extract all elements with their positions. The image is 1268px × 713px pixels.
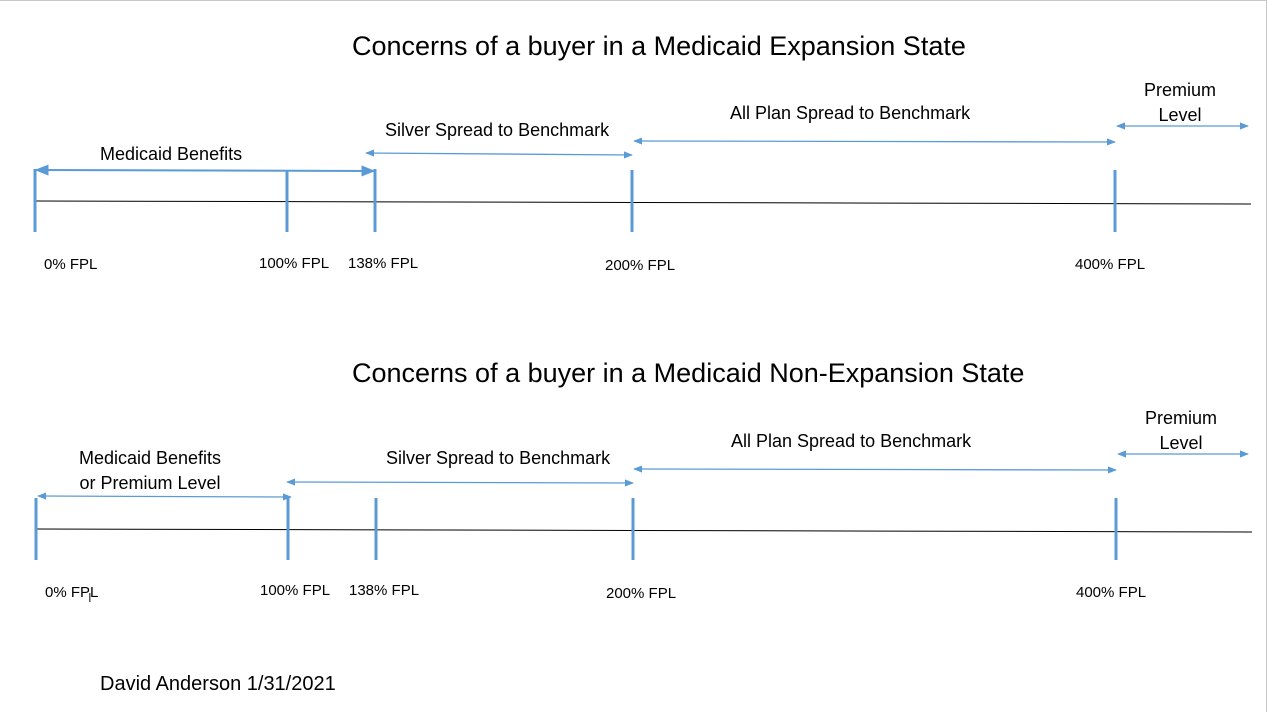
tick-label-400: 400% FPL <box>1075 256 1146 273</box>
non-expansion-state-diagram: Concerns of a buyer in a Medicaid Non-Ex… <box>0 328 1268 628</box>
expansion-state-diagram: Concerns of a buyer in a Medicaid Expans… <box>0 0 1268 300</box>
tick-label-400: 400% FPL <box>1076 584 1147 601</box>
all-plan-spread-arrow <box>633 137 1116 146</box>
axis-line <box>34 200 1252 205</box>
expansion-timeline-graphic <box>33 122 1252 232</box>
silver-spread-arrow <box>286 478 634 487</box>
silver-spread-label: Silver Spread to Benchmark <box>386 448 611 468</box>
premium-level-label: Premium Level <box>1130 78 1230 128</box>
tick-label-100: 100% FPL <box>259 255 330 272</box>
premium-level-line-1: Premium <box>1144 408 1217 428</box>
medicaid-or-premium-line-2: or Premium Level <box>79 473 221 493</box>
medicaid-or-premium-arrow <box>37 492 292 501</box>
premium-level-label: Premium Level <box>1131 406 1231 456</box>
all-plan-spread-label: All Plan Spread to Benchmark <box>730 103 971 123</box>
axis-line <box>35 528 1253 533</box>
premium-level-line-1: Premium <box>1143 80 1216 100</box>
tick-label-200: 200% FPL <box>606 585 677 602</box>
medicaid-benefits-arrow <box>34 164 376 177</box>
tick-label-138: 138% FPL <box>348 255 419 272</box>
tick-label-0: 0% FPL <box>45 584 99 601</box>
premium-level-line-2: Level <box>1159 433 1203 453</box>
silver-spread-arrow <box>365 149 633 159</box>
medicaid-or-premium-label: Medicaid Benefits or Premium Level <box>55 446 245 496</box>
all-plan-spread-label: All Plan Spread to Benchmark <box>731 431 972 451</box>
diagram-title: Concerns of a buyer in a Medicaid Expans… <box>352 31 966 61</box>
all-plan-spread-arrow <box>633 465 1117 474</box>
premium-level-line-2: Level <box>1158 105 1202 125</box>
tick-label-138: 138% FPL <box>349 582 420 599</box>
non-expansion-timeline-graphic <box>34 450 1253 560</box>
medicaid-or-premium-line-1: Medicaid Benefits <box>78 448 222 468</box>
silver-spread-label: Silver Spread to Benchmark <box>385 120 610 140</box>
medicaid-benefits-label: Medicaid Benefits <box>100 144 243 164</box>
author-credit: David Anderson 1/31/2021 <box>100 673 336 695</box>
tick-label-100: 100% FPL <box>260 582 331 599</box>
tick-label-0: 0% FPL <box>44 256 98 273</box>
tick-label-200: 200% FPL <box>605 257 676 274</box>
diagram-title: Concerns of a buyer in a Medicaid Non-Ex… <box>352 358 1025 388</box>
text-cursor-icon: I <box>88 590 92 605</box>
